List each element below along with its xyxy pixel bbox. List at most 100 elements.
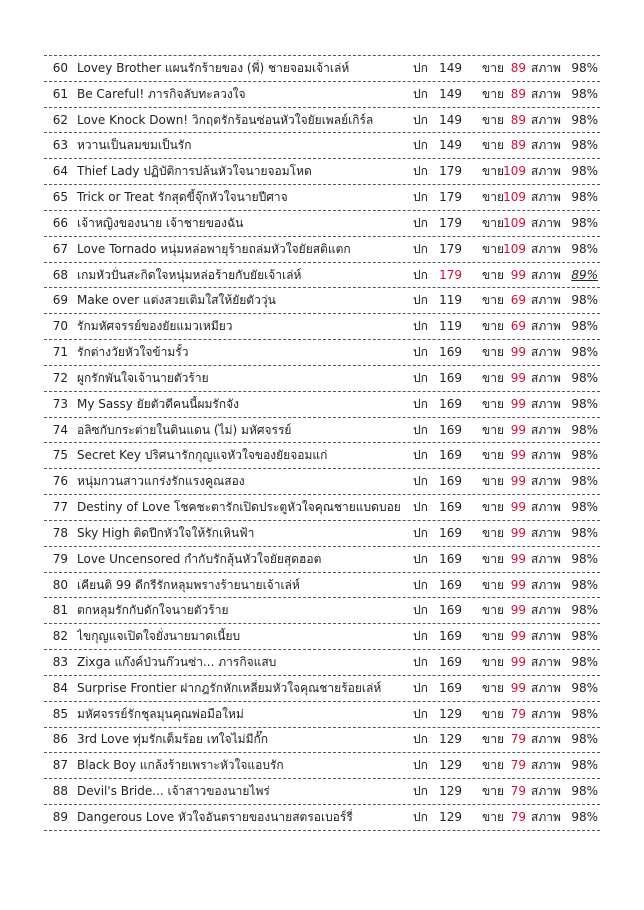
condition-label: สภาพ [531,293,561,308]
condition-label: สภาพ [531,525,561,540]
row-separator [44,623,600,625]
book-title: Trick or Treat รักสุดขี้จุ๊กหัวใจนายปีศา… [77,190,288,205]
sell-label: ขาย [482,60,504,75]
condition-label: สภาพ [531,267,561,282]
cover-label: ปก [413,629,428,644]
condition: 98% [571,551,598,566]
book-title: Dangerous Love หัวใจอันตรายของนายสตรอเบอ… [77,809,353,824]
cover-label: ปก [413,551,428,566]
cover-label: ปก [413,190,428,205]
row-separator [44,519,600,521]
sell-label: ขาย [482,190,504,205]
condition: 98% [571,215,598,230]
cover-price: 179 [439,164,462,179]
cover-price: 169 [439,500,462,515]
book-title: รักมหัศจรรย์ของยัยแมวเหมียว [77,319,233,334]
sell-price: 99 [510,500,526,515]
sell-price: 99 [510,448,526,463]
row-number: 85 [52,706,68,721]
cover-price: 119 [439,293,462,308]
sell-price: 99 [510,525,526,540]
condition: 98% [571,448,598,463]
cover-price: 129 [439,732,462,747]
row-separator [44,235,600,237]
row-number: 63 [52,138,68,153]
row-number: 86 [52,732,68,747]
condition-label: สภาพ [531,319,561,334]
cover-price: 149 [439,112,462,127]
condition-label: สภาพ [531,86,561,101]
sell-price: 109 [503,241,526,256]
cover-label: ปก [413,448,428,463]
cover-price: 179 [439,215,462,230]
row-separator [44,209,600,211]
sell-label: ขาย [482,319,504,334]
sell-price: 99 [510,370,526,385]
cover-label: ปก [413,655,428,669]
book-title: 3rd Love ทุ่มรักเต็มร้อย เทใจไม่มีกั๊ก [77,732,269,747]
row-number: 69 [52,293,68,308]
book-title: Devil's Bride... เจ้าสาวของนายไพร่ [77,784,270,799]
cover-label: ปก [413,500,428,515]
row-number: 83 [52,655,68,669]
cover-price: 129 [439,706,462,721]
condition: 98% [571,474,598,489]
condition-label: สภาพ [531,345,561,360]
condition-label: สภาพ [531,706,561,721]
cover-price: 149 [439,60,462,75]
condition: 98% [571,732,598,747]
cover-label: ปก [413,241,428,256]
condition-label: สภาพ [531,809,561,824]
condition: 98% [571,422,598,437]
cover-price: 129 [439,758,462,773]
row-separator [44,674,600,676]
sell-price: 99 [510,680,526,695]
row-separator [44,364,600,366]
sell-price: 99 [510,577,526,592]
row-number: 87 [52,758,68,773]
condition: 98% [571,86,598,101]
sell-price: 89 [510,138,526,153]
condition-label: สภาพ [531,732,561,747]
sell-price: 99 [510,655,526,669]
book-title: Love Uncensored กำกับรักลุ้นหัวใจยัยสุดฮ… [77,551,322,566]
sell-price: 79 [510,758,526,773]
sell-price: 69 [510,319,526,334]
cover-label: ปก [413,60,428,75]
cover-price: 169 [439,577,462,592]
condition: 98% [571,706,598,721]
row-separator [44,700,600,702]
condition: 98% [571,809,598,824]
cover-label: ปก [413,577,428,592]
sell-price: 99 [510,422,526,437]
cover-price: 149 [439,86,462,101]
row-number: 61 [52,86,68,101]
cover-price: 169 [439,345,462,360]
condition-label: สภาพ [531,551,561,566]
condition: 98% [571,629,598,644]
sell-price: 109 [503,190,526,205]
condition-label: สภาพ [531,190,561,205]
row-number: 81 [52,603,68,618]
cover-price: 169 [439,551,462,566]
sell-label: ขาย [482,448,504,463]
sell-label: ขาย [482,422,504,437]
row-separator [44,494,600,496]
sell-label: ขาย [482,809,504,824]
cover-label: ปก [413,215,428,230]
condition: 98% [571,370,598,385]
condition-label: สภาพ [531,112,561,127]
condition-label: สภาพ [531,629,561,644]
condition-label: สภาพ [531,448,561,463]
book-title: หวานเป็นลมขมเป็นรัก [77,138,192,153]
cover-price: 169 [439,629,462,644]
row-number: 88 [52,784,68,799]
row-number: 89 [52,809,68,824]
sell-price: 89 [510,60,526,75]
sell-price: 69 [510,293,526,308]
row-separator [44,55,600,56]
book-title: Make over แต่งสวยเติมใสให้ยัยตัววุ่น [77,293,276,308]
cover-price: 179 [439,267,462,282]
book-title: Love Knock Down! วิกฤตรักร้อนซ่อนหัวใจยั… [77,112,374,127]
cover-price: 169 [439,474,462,489]
